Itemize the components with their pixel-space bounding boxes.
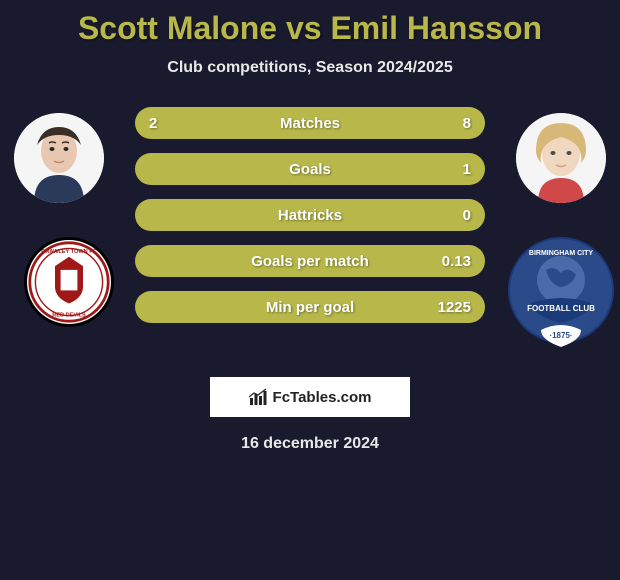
stat-label: Goals per match [251, 253, 369, 270]
stat-val-right: 1225 [438, 299, 471, 316]
svg-text:·1875·: ·1875· [549, 331, 572, 340]
date-text: 16 december 2024 [0, 435, 620, 453]
club-badge-left: CRAWLEY TOWN FC RED DEVILS [24, 237, 114, 327]
stat-label: Min per goal [266, 299, 354, 316]
stat-val-right: 0 [463, 207, 471, 224]
svg-text:CRAWLEY TOWN FC: CRAWLEY TOWN FC [41, 249, 96, 255]
stat-label: Hattricks [278, 207, 342, 224]
svg-text:FOOTBALL CLUB: FOOTBALL CLUB [527, 304, 595, 313]
svg-text:BIRMINGHAM CITY: BIRMINGHAM CITY [529, 250, 593, 257]
stats-area: CRAWLEY TOWN FC RED DEVILS FOOTBALL CLUB… [0, 107, 620, 347]
player-photo-right [516, 113, 606, 203]
bar-chart-icon [249, 388, 267, 406]
player-face-right-icon [516, 113, 606, 203]
footer-brand-box: FcTables.com [210, 377, 410, 417]
stat-row: Min per goal 1225 [135, 291, 485, 323]
stat-label: Goals [289, 161, 331, 178]
stat-val-right: 8 [463, 115, 471, 132]
club-badge-right: FOOTBALL CLUB ·1875· BIRMINGHAM CITY [506, 235, 616, 363]
stat-row: Goals 1 [135, 153, 485, 185]
stat-row: Goals per match 0.13 [135, 245, 485, 277]
subtitle: Club competitions, Season 2024/2025 [0, 59, 620, 77]
birmingham-badge-icon: FOOTBALL CLUB ·1875· BIRMINGHAM CITY [506, 235, 616, 363]
crawley-badge-icon: CRAWLEY TOWN FC RED DEVILS [27, 240, 111, 324]
footer-brand-text: FcTables.com [273, 389, 372, 406]
svg-text:RED DEVILS: RED DEVILS [52, 313, 86, 319]
stat-val-left: 2 [149, 115, 157, 132]
stat-label: Matches [280, 115, 340, 132]
player-photo-left [14, 113, 104, 203]
page-title: Scott Malone vs Emil Hansson [0, 0, 620, 47]
stat-val-right: 1 [463, 161, 471, 178]
stat-row: 2 Matches 8 [135, 107, 485, 139]
player-face-left-icon [14, 113, 104, 203]
stat-row: Hattricks 0 [135, 199, 485, 231]
stat-rows: 2 Matches 8 Goals 1 Hattricks 0 Goals pe… [135, 107, 485, 337]
stat-val-right: 0.13 [442, 253, 471, 270]
